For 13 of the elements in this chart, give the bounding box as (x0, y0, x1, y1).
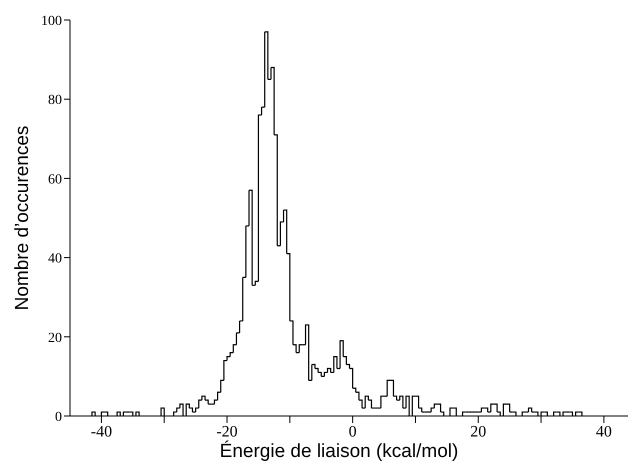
x-tick-label: 40 (596, 423, 612, 440)
x-axis-title: Énergie de liaison (kcal/mol) (220, 440, 458, 462)
x-tick-label: 20 (470, 423, 486, 440)
x-tick-label: -20 (216, 423, 238, 440)
y-tick-label: 0 (55, 410, 62, 425)
y-tick-label: 100 (41, 14, 62, 29)
y-tick-label: 20 (48, 330, 62, 346)
y-tick-label: 80 (48, 93, 62, 108)
y-tick-label: 60 (48, 172, 62, 188)
x-tick-label: -40 (90, 423, 112, 440)
y-tick-label: 40 (48, 252, 62, 267)
x-tick-label: 0 (348, 423, 357, 440)
y-axis-title: Nombre d’occurences (12, 126, 33, 310)
